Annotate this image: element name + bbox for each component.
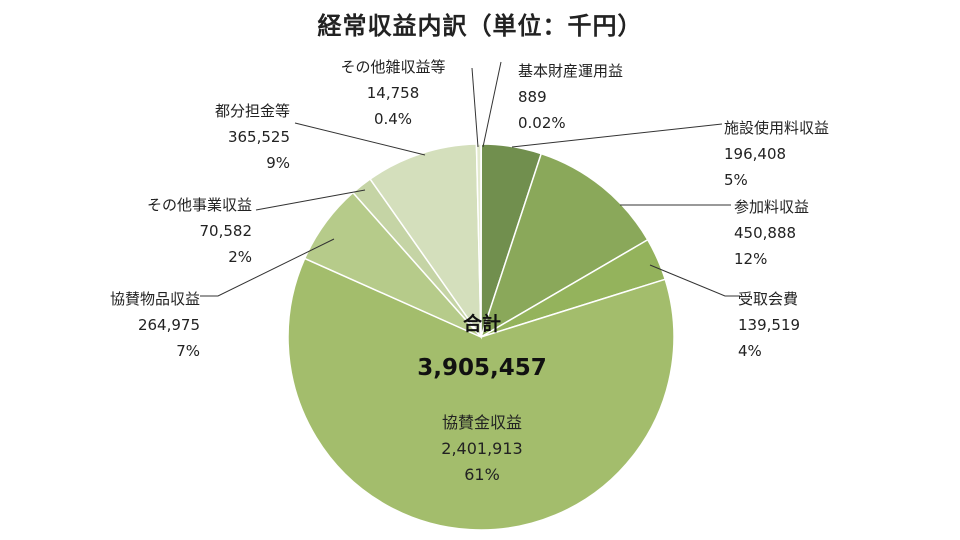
slice-name-label-2: 施設使用料収益 (724, 119, 829, 137)
slice-value-label-9: 14,758 (367, 84, 420, 102)
pie-slice-9 (475, 143, 482, 338)
leader-line-2 (511, 123, 723, 148)
slice-name-label-4: 受取会費 (738, 290, 798, 308)
pie-slice-5 (287, 257, 675, 531)
slice-pct-label-5: 61% (464, 465, 500, 484)
leader-line-1 (482, 61, 502, 148)
slice-value-label-2: 196,408 (724, 145, 786, 163)
pie-slice-3 (479, 152, 649, 339)
slice-value-label-5: 2,401,913 (441, 439, 522, 458)
leader-line-9 (471, 67, 479, 148)
chart-title: 経常収益内訳（単位：千円） (317, 12, 643, 40)
slice-name-label-9: その他雑収益等 (340, 58, 445, 76)
leader-line-4 (649, 264, 740, 297)
slice-pct-label-8: 9% (266, 154, 290, 172)
leader-lines (200, 61, 740, 297)
leader-line-7 (255, 189, 366, 211)
total-label: 合計 (463, 312, 501, 335)
slice-pct-label-7: 2% (228, 248, 252, 266)
slice-name-label-5: 協賛金収益 (442, 413, 522, 432)
slice-pct-label-6: 7% (176, 342, 200, 360)
slice-pct-label-2: 5% (724, 171, 748, 189)
slice-pct-label-9: 0.4% (374, 110, 412, 128)
total-value: 3,905,457 (417, 355, 547, 381)
pie-slices (287, 143, 675, 531)
slice-value-label-8: 365,525 (228, 128, 290, 146)
slice-name-label-3: 参加料収益 (734, 198, 809, 216)
leader-line-6 (200, 238, 335, 297)
slice-pct-label-1: 0.02% (518, 114, 566, 132)
slice-pct-label-4: 4% (738, 342, 762, 360)
slice-value-label-4: 139,519 (738, 316, 800, 334)
slice-value-label-7: 70,582 (200, 222, 253, 240)
slice-name-label-7: その他事業収益 (147, 196, 252, 214)
slice-name-label-8: 都分担金等 (215, 102, 290, 120)
slice-value-label-3: 450,888 (734, 224, 796, 242)
slice-name-label-1: 基本財産運用益 (518, 62, 623, 80)
slice-value-label-6: 264,975 (138, 316, 200, 334)
slice-name-label-6: 協賛物品収益 (110, 290, 200, 308)
slice-value-label-1: 889 (518, 88, 547, 106)
slice-pct-label-3: 12% (734, 250, 767, 268)
leader-line-8 (294, 122, 426, 156)
slice-labels: 基本財産運用益 889 0.02% 施設使用料収益 196,408 5% 参加料収益 450,… (110, 58, 829, 484)
